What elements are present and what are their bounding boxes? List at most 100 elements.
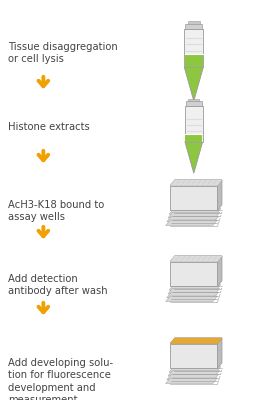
Polygon shape xyxy=(207,342,213,343)
Polygon shape xyxy=(213,183,219,184)
Text: Histone extracts: Histone extracts xyxy=(8,122,89,132)
Polygon shape xyxy=(185,343,191,344)
Polygon shape xyxy=(181,184,187,185)
Polygon shape xyxy=(196,342,202,343)
Polygon shape xyxy=(182,258,188,259)
Polygon shape xyxy=(214,182,220,183)
Polygon shape xyxy=(198,182,204,183)
Polygon shape xyxy=(176,341,182,342)
Polygon shape xyxy=(196,260,202,261)
Polygon shape xyxy=(188,339,194,340)
Polygon shape xyxy=(167,212,219,218)
Polygon shape xyxy=(178,339,184,340)
Polygon shape xyxy=(198,258,204,259)
Polygon shape xyxy=(211,261,217,262)
Polygon shape xyxy=(170,185,176,186)
Polygon shape xyxy=(209,339,215,340)
Bar xyxy=(185,102,201,106)
Polygon shape xyxy=(211,343,217,344)
Polygon shape xyxy=(203,258,209,259)
Polygon shape xyxy=(182,340,188,341)
Polygon shape xyxy=(199,256,205,257)
Polygon shape xyxy=(205,180,211,181)
Polygon shape xyxy=(196,185,202,186)
Polygon shape xyxy=(211,185,217,186)
Polygon shape xyxy=(190,261,196,262)
Polygon shape xyxy=(176,260,182,261)
Polygon shape xyxy=(185,185,191,186)
Polygon shape xyxy=(194,180,200,181)
Polygon shape xyxy=(191,342,197,343)
Bar xyxy=(183,29,203,67)
Polygon shape xyxy=(207,184,213,185)
Bar xyxy=(187,98,199,102)
Polygon shape xyxy=(168,285,220,290)
Polygon shape xyxy=(170,256,221,262)
Polygon shape xyxy=(177,182,183,183)
Polygon shape xyxy=(182,183,187,184)
Polygon shape xyxy=(176,342,182,343)
Polygon shape xyxy=(202,260,208,261)
Polygon shape xyxy=(201,343,207,344)
Polygon shape xyxy=(190,343,196,344)
Polygon shape xyxy=(194,339,199,340)
Polygon shape xyxy=(183,181,189,182)
Polygon shape xyxy=(171,183,177,184)
Polygon shape xyxy=(189,338,195,339)
Polygon shape xyxy=(170,261,176,262)
Polygon shape xyxy=(192,341,198,342)
Polygon shape xyxy=(212,184,218,185)
Polygon shape xyxy=(183,339,189,340)
Polygon shape xyxy=(170,338,221,344)
Polygon shape xyxy=(170,180,221,186)
Bar xyxy=(184,24,202,29)
Polygon shape xyxy=(212,260,218,261)
Polygon shape xyxy=(209,257,215,258)
Polygon shape xyxy=(214,340,220,341)
Polygon shape xyxy=(208,258,214,259)
Polygon shape xyxy=(172,182,178,183)
Polygon shape xyxy=(193,182,199,183)
Bar xyxy=(187,20,199,24)
Polygon shape xyxy=(167,288,219,294)
Polygon shape xyxy=(170,260,176,261)
Polygon shape xyxy=(170,342,176,343)
Bar xyxy=(185,134,201,142)
Polygon shape xyxy=(171,341,177,342)
Polygon shape xyxy=(180,185,186,186)
Polygon shape xyxy=(177,340,183,341)
Polygon shape xyxy=(184,338,190,339)
Polygon shape xyxy=(181,260,187,261)
Polygon shape xyxy=(210,338,216,339)
Polygon shape xyxy=(170,343,176,344)
Polygon shape xyxy=(196,184,202,185)
Polygon shape xyxy=(208,341,214,342)
Polygon shape xyxy=(172,340,178,341)
Polygon shape xyxy=(171,259,177,260)
Polygon shape xyxy=(166,374,218,380)
Polygon shape xyxy=(172,258,178,259)
Polygon shape xyxy=(205,256,211,257)
Polygon shape xyxy=(204,181,210,182)
Polygon shape xyxy=(186,260,192,261)
Polygon shape xyxy=(194,257,199,258)
Polygon shape xyxy=(209,181,215,182)
Polygon shape xyxy=(204,339,210,340)
Polygon shape xyxy=(173,256,179,257)
Polygon shape xyxy=(176,184,182,185)
Polygon shape xyxy=(210,256,216,257)
Polygon shape xyxy=(199,181,205,182)
Polygon shape xyxy=(186,184,192,185)
Polygon shape xyxy=(210,180,216,181)
Polygon shape xyxy=(215,180,221,181)
Polygon shape xyxy=(165,220,217,226)
Polygon shape xyxy=(197,183,203,184)
Polygon shape xyxy=(173,180,179,181)
Polygon shape xyxy=(193,258,199,259)
Polygon shape xyxy=(206,261,212,262)
Polygon shape xyxy=(208,182,214,183)
Polygon shape xyxy=(194,181,199,182)
Polygon shape xyxy=(178,181,184,182)
Polygon shape xyxy=(183,67,203,101)
Polygon shape xyxy=(217,180,221,210)
